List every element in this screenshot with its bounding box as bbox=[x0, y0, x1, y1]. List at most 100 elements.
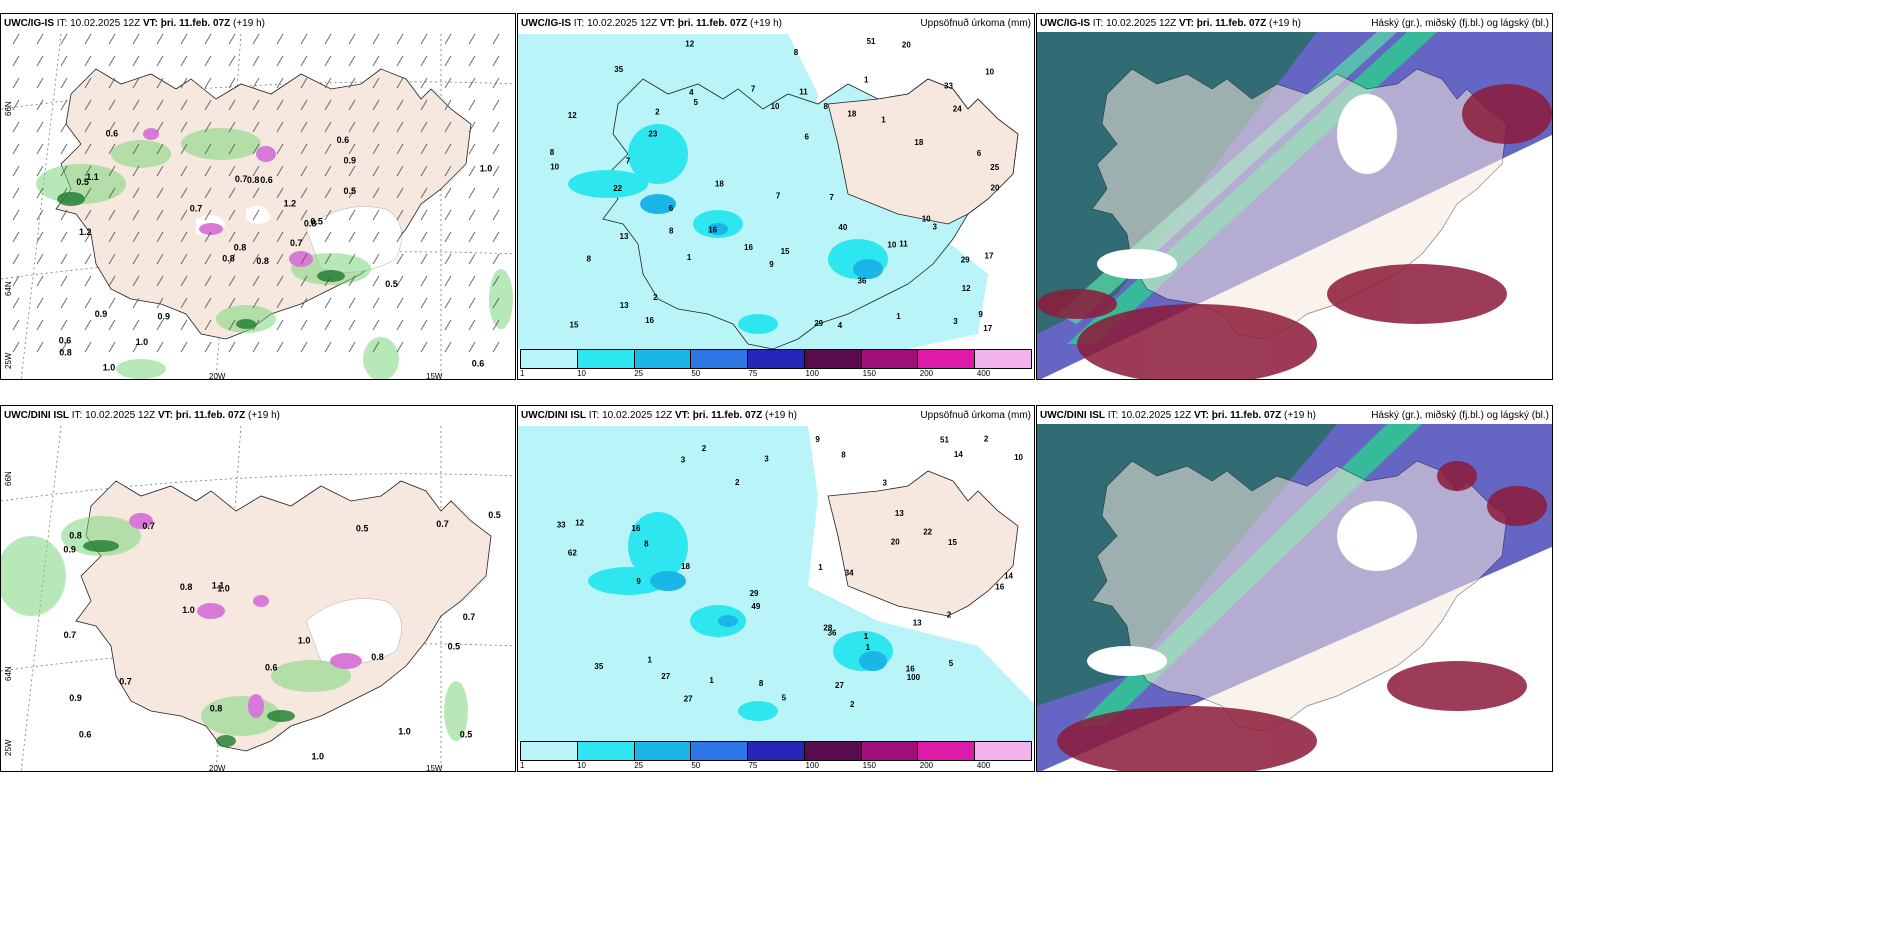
colorbar-cell bbox=[634, 350, 692, 368]
map-value-label: 0.8 bbox=[210, 704, 223, 714]
map-value-label: 0.8 bbox=[69, 530, 82, 540]
map-value-label: 0.9 bbox=[95, 309, 108, 319]
map-value-label: 18 bbox=[914, 138, 923, 147]
map-value-label: 1.0 bbox=[103, 362, 116, 372]
colorbar-tick: 400 bbox=[976, 369, 991, 378]
map-value-label: 0.6 bbox=[337, 135, 350, 145]
map-value-label: 5 bbox=[694, 98, 699, 107]
lon-label: 15W bbox=[426, 764, 443, 772]
panel-title: UWC/DINI ISL IT: 10.02.2025 12Z VT: þri.… bbox=[1040, 410, 1316, 421]
map-value-label: 16 bbox=[744, 243, 753, 252]
colorbar-cell bbox=[634, 742, 692, 760]
map-value-label: 0.9 bbox=[63, 544, 76, 554]
map-value-label: 0.6 bbox=[260, 175, 273, 185]
map-value-label: 0.8 bbox=[371, 652, 384, 662]
map-value-label: 0.5 bbox=[385, 279, 398, 289]
map-value-label: 2 bbox=[947, 610, 952, 619]
panel-subtitle: Uppsöfnuð úrkoma (mm) bbox=[920, 18, 1031, 29]
map-value-label: 9 bbox=[978, 310, 983, 319]
map-value-label: 8 bbox=[587, 254, 592, 263]
wind-map-panel-bottom: UWC/DINI ISL IT: 10.02.2025 12Z VT: þri.… bbox=[0, 405, 516, 772]
colorbar-cell bbox=[861, 742, 919, 760]
lat-label: 64N bbox=[4, 281, 13, 296]
map-value-label: 1 bbox=[881, 116, 886, 125]
map-value-label: 0.8 bbox=[222, 254, 235, 264]
map-value-label: 34 bbox=[845, 569, 854, 578]
lat-label: 66N bbox=[4, 101, 13, 116]
cloud-map-panel-bottom: UWC/DINI ISL IT: 10.02.2025 12Z VT: þri.… bbox=[1036, 405, 1553, 772]
map-value-label: 2 bbox=[653, 293, 658, 302]
map-value-label: 1 bbox=[864, 632, 869, 641]
map-value-label: 0.5 bbox=[488, 510, 501, 520]
colorbar-cell bbox=[918, 742, 976, 760]
map-value-label: 13 bbox=[913, 618, 922, 627]
map-value-label: 17 bbox=[983, 324, 992, 333]
panel-title: UWC/DINI ISL IT: 10.02.2025 12Z VT: þri.… bbox=[4, 410, 280, 421]
colorbar-tick: 150 bbox=[862, 761, 877, 770]
map-value-label: 24 bbox=[953, 104, 962, 113]
map-value-label: 10 bbox=[771, 102, 780, 111]
map-value-label: 0.6 bbox=[265, 663, 278, 673]
map-value-label: 0.7 bbox=[235, 174, 248, 184]
map-value-label: 1.0 bbox=[480, 163, 493, 173]
colorbar-cell bbox=[975, 350, 1032, 368]
map-value-label: 8 bbox=[644, 539, 649, 548]
map-value-label: 7 bbox=[776, 192, 781, 201]
map-value-label: 7 bbox=[751, 85, 756, 94]
map-value-label: 0.8 bbox=[234, 243, 247, 253]
map-value-label: 0.6 bbox=[106, 129, 119, 139]
map-value-label: 15 bbox=[570, 321, 579, 330]
panel-subtitle: Háský (gr.), miðský (fj.bl.) og lágský (… bbox=[1371, 18, 1549, 29]
panel-title: UWC/DINI ISL IT: 10.02.2025 12Z VT: þri.… bbox=[521, 410, 797, 421]
map-value-label: 14 bbox=[1004, 572, 1013, 581]
colorbar-tick: 25 bbox=[634, 761, 644, 770]
map-value-label: 0.9 bbox=[344, 156, 357, 166]
map-value-label: 8 bbox=[669, 226, 674, 235]
map-value-label: 35 bbox=[614, 65, 623, 74]
map-value-label: 18 bbox=[681, 562, 690, 571]
map-value-label: 1.2 bbox=[284, 199, 297, 209]
map-value-label: 28 bbox=[823, 624, 832, 633]
map-value-label: 49 bbox=[751, 602, 760, 611]
cloud-map-panel-top: UWC/IG-IS IT: 10.02.2025 12Z VT: þri. 11… bbox=[1036, 13, 1553, 380]
colorbar-cell bbox=[691, 350, 749, 368]
colorbar-cell bbox=[521, 350, 578, 368]
map-value-label: 36 bbox=[858, 277, 867, 286]
map-value-label: 33 bbox=[557, 520, 566, 529]
map-value-label: 3 bbox=[933, 222, 938, 231]
iceland-land bbox=[55, 68, 472, 340]
colorbar-tick: 50 bbox=[691, 369, 701, 378]
map-value-label: 18 bbox=[847, 109, 856, 118]
precip-map-panel-bottom: UWC/DINI ISL IT: 10.02.2025 12Z VT: þri.… bbox=[517, 405, 1035, 772]
map-value-label: 17 bbox=[985, 252, 994, 261]
map-value-label: 0.8 bbox=[256, 256, 269, 266]
map-value-label: 10 bbox=[985, 67, 994, 76]
map-value-label: 40 bbox=[838, 223, 847, 232]
map-value-label: 10 bbox=[922, 215, 931, 224]
map-value-label: 1.0 bbox=[217, 584, 230, 594]
map-value-label: 0.7 bbox=[190, 204, 203, 214]
map-value-label: 2 bbox=[735, 478, 740, 487]
colorbar-tick: 200 bbox=[919, 369, 934, 378]
map-value-label: 0.7 bbox=[119, 677, 132, 687]
map-value-label: 7 bbox=[626, 156, 631, 165]
map-value-label: 2 bbox=[984, 435, 989, 444]
map-value-label: 0.5 bbox=[356, 524, 369, 534]
lon-label: 20W bbox=[209, 764, 226, 772]
precip-colorbar: 1 10 25 50 75 100 150 200 400 bbox=[518, 741, 1034, 771]
map-value-label: 16 bbox=[906, 664, 915, 673]
map-value-label: 1 bbox=[896, 312, 901, 321]
map-value-label: 11 bbox=[799, 87, 808, 96]
colorbar-cell bbox=[577, 742, 635, 760]
map-value-label: 5 bbox=[949, 659, 954, 668]
map-value-label: 6 bbox=[669, 204, 674, 213]
map-value-label: 9 bbox=[636, 577, 641, 586]
map-value-label: 14 bbox=[954, 450, 963, 459]
map-value-label: 3 bbox=[953, 317, 958, 326]
map-value-label: 1 bbox=[687, 253, 692, 262]
map-value-label: 0.7 bbox=[463, 612, 476, 622]
precip-map: 5618251817165129332331818768127911131362… bbox=[518, 34, 1019, 351]
colorbar-cell bbox=[804, 350, 862, 368]
lat-label: 66N bbox=[4, 471, 13, 486]
map-value-label: 4 bbox=[689, 88, 694, 97]
